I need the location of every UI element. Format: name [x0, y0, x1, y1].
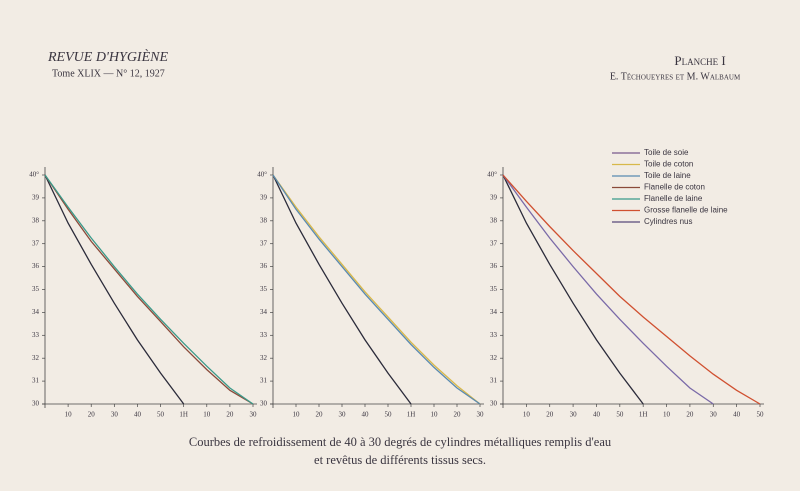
- legend-label: Toile de laine: [644, 171, 691, 180]
- curve: [502, 174, 714, 405]
- y-tick-label: 36: [490, 262, 498, 270]
- y-tick-label: 34: [490, 308, 498, 316]
- x-tick-label: 10: [523, 411, 531, 419]
- x-tick-label: 50: [616, 411, 624, 419]
- x-tick-label: 20: [316, 411, 324, 419]
- curve: [44, 174, 254, 405]
- x-tick-label: 10: [203, 411, 211, 419]
- y-tick-label: 39: [32, 194, 40, 202]
- x-tick-label: 20: [546, 411, 554, 419]
- y-tick-label: 35: [32, 285, 40, 293]
- legend-label: Cylindres nus: [644, 217, 692, 226]
- y-tick-label: 40°: [257, 171, 267, 179]
- x-tick-label: 30: [477, 411, 485, 419]
- y-tick-label: 34: [32, 308, 40, 316]
- x-tick-label: 20: [686, 411, 694, 419]
- x-tick-label: 1H: [179, 411, 188, 419]
- y-tick-label: 35: [260, 285, 268, 293]
- y-tick-label: 30: [260, 400, 268, 408]
- y-tick-label: 39: [490, 194, 498, 202]
- x-tick-label: 10: [431, 411, 439, 419]
- journal: REVUE D'HYGIÈNE: [47, 48, 168, 65]
- x-tick-label: 40: [593, 411, 601, 419]
- curve: [272, 174, 481, 405]
- x-tick-label: 50: [157, 411, 165, 419]
- issue: Tome XLIX — N° 12, 1927: [52, 68, 165, 79]
- x-tick-label: 1H: [639, 411, 648, 419]
- caption: et revêtus de différents tissus secs.: [314, 453, 486, 467]
- legend-label: Toile de coton: [644, 160, 693, 169]
- curve: [502, 174, 761, 405]
- y-tick-label: 37: [490, 239, 498, 247]
- caption: Courbes de refroidissement de 40 à 30 de…: [189, 435, 612, 449]
- y-tick-label: 37: [32, 239, 40, 247]
- plate-number: Planche I: [674, 53, 725, 68]
- legend-label: Grosse flanelle de laine: [644, 206, 728, 215]
- x-tick-label: 30: [570, 411, 578, 419]
- y-tick-label: 39: [260, 194, 268, 202]
- y-tick-label: 35: [490, 285, 498, 293]
- y-tick-label: 32: [490, 354, 498, 362]
- y-tick-label: 40°: [29, 171, 39, 179]
- y-tick-label: 40°: [487, 171, 497, 179]
- x-tick-label: 10: [65, 411, 73, 419]
- x-tick-label: 1H: [407, 411, 416, 419]
- curve: [272, 174, 481, 405]
- y-tick-label: 37: [260, 239, 268, 247]
- x-tick-label: 30: [710, 411, 718, 419]
- y-tick-label: 38: [490, 216, 498, 224]
- x-tick-label: 10: [293, 411, 301, 419]
- y-tick-label: 34: [260, 308, 268, 316]
- y-tick-label: 38: [260, 216, 268, 224]
- legend-label: Flanelle de coton: [644, 183, 705, 192]
- legend-label: Toile de soie: [644, 148, 689, 157]
- y-tick-label: 36: [260, 262, 268, 270]
- y-tick-label: 30: [490, 400, 498, 408]
- y-tick-label: 32: [32, 354, 40, 362]
- x-tick-label: 20: [454, 411, 462, 419]
- x-tick-label: 20: [88, 411, 96, 419]
- y-tick-label: 31: [32, 377, 40, 385]
- y-tick-label: 32: [260, 354, 268, 362]
- x-tick-label: 40: [134, 411, 142, 419]
- x-tick-label: 30: [339, 411, 347, 419]
- x-tick-label: 50: [757, 411, 765, 419]
- y-tick-label: 33: [490, 331, 498, 339]
- y-tick-label: 31: [260, 377, 268, 385]
- curve: [502, 174, 644, 405]
- y-tick-label: 38: [32, 216, 40, 224]
- curve: [44, 174, 185, 405]
- y-tick-label: 30: [32, 400, 40, 408]
- curve: [44, 174, 254, 405]
- authors: E. Téchoueyres et M. Walbaum: [610, 71, 741, 82]
- x-tick-label: 10: [663, 411, 671, 419]
- y-tick-label: 36: [32, 262, 40, 270]
- x-tick-label: 30: [111, 411, 119, 419]
- x-tick-label: 50: [385, 411, 393, 419]
- x-tick-label: 20: [226, 411, 234, 419]
- x-tick-label: 30: [250, 411, 258, 419]
- legend-label: Flanelle de laine: [644, 194, 703, 203]
- y-tick-label: 31: [490, 377, 498, 385]
- y-tick-label: 33: [32, 331, 40, 339]
- y-tick-label: 33: [260, 331, 268, 339]
- x-tick-label: 40: [733, 411, 741, 419]
- curve: [272, 174, 412, 405]
- x-tick-label: 40: [362, 411, 370, 419]
